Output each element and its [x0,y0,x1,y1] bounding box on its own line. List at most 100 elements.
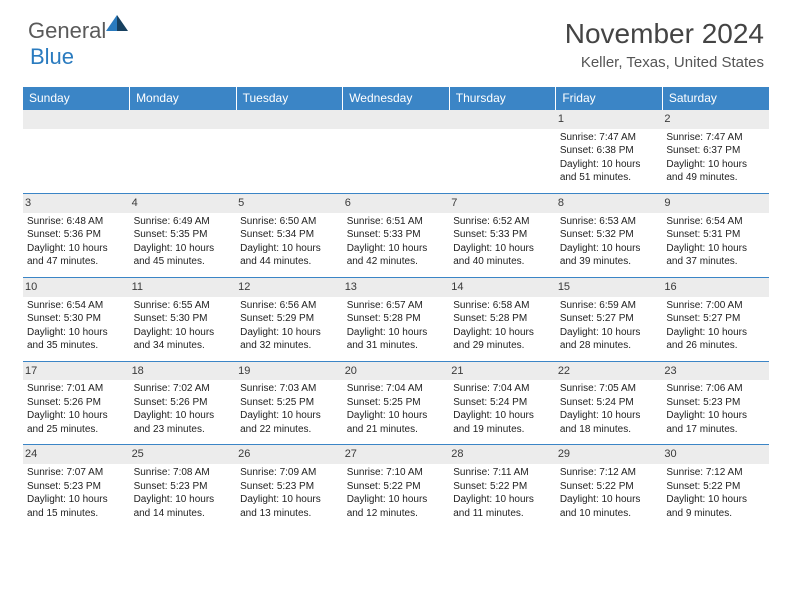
day-number: 20 [343,362,450,381]
day-details: Sunrise: 7:07 AMSunset: 5:23 PMDaylight:… [27,466,126,520]
day-details: Sunrise: 7:47 AMSunset: 6:37 PMDaylight:… [666,131,765,185]
day-details: Sunrise: 6:49 AMSunset: 5:35 PMDaylight:… [134,215,233,269]
day-details: Sunrise: 7:12 AMSunset: 5:22 PMDaylight:… [666,466,765,520]
calendar-day-cell: 5 Sunrise: 6:50 AMSunset: 5:34 PMDaylight… [236,193,343,277]
calendar-week-row: 17Sunrise: 7:01 AMSunset: 5:26 PMDayligh… [23,361,769,445]
calendar-day-cell: 21Sunrise: 7:04 AMSunset: 5:24 PMDayligh… [449,361,556,445]
day-number: 18 [130,362,237,381]
day-details: Sunrise: 6:56 AMSunset: 5:29 PMDaylight:… [240,299,339,353]
calendar-day-cell: 10Sunrise: 6:54 AMSunset: 5:30 PMDayligh… [23,277,130,361]
calendar-day-cell [343,110,450,194]
calendar-head: SundayMondayTuesdayWednesdayThursdayFrid… [23,87,769,110]
calendar-day-cell: 12Sunrise: 6:56 AMSunset: 5:29 PMDayligh… [236,277,343,361]
day-number: 30 [662,445,769,464]
calendar-body: 1 Sunrise: 7:47 AMSunset: 6:38 PMDaylight… [23,110,769,529]
logo-word-general: General [28,18,106,44]
calendar-day-cell: 6Sunrise: 6:51 AMSunset: 5:33 PMDaylight… [343,193,450,277]
day-details: Sunrise: 7:01 AMSunset: 5:26 PMDaylight:… [27,382,126,436]
day-number: 4 [130,194,237,213]
day-number: 11 [130,278,237,297]
day-number: 25 [130,445,237,464]
day-number: 29 [556,445,663,464]
day-details: Sunrise: 7:47 AMSunset: 6:38 PMDaylight:… [560,131,659,185]
weekday-header: Sunday [23,87,130,110]
calendar-day-cell [23,110,130,194]
logo-word-blue-wrap: Blue [30,44,74,70]
day-details: Sunrise: 6:52 AMSunset: 5:33 PMDaylight:… [453,215,552,269]
calendar-day-cell [449,110,556,194]
header: General November 2024 Keller, Texas, Uni… [0,0,792,79]
day-number: 27 [343,445,450,464]
weekday-row: SundayMondayTuesdayWednesdayThursdayFrid… [23,87,769,110]
day-number: 16 [662,278,769,297]
day-details: Sunrise: 7:04 AMSunset: 5:24 PMDaylight:… [453,382,552,436]
day-number-empty [343,110,450,129]
day-number: 14 [449,278,556,297]
day-details: Sunrise: 7:12 AMSunset: 5:22 PMDaylight:… [560,466,659,520]
calendar-day-cell: 4 Sunrise: 6:49 AMSunset: 5:35 PMDaylight… [130,193,237,277]
calendar-day-cell: 23Sunrise: 7:06 AMSunset: 5:23 PMDayligh… [662,361,769,445]
calendar-day-cell: 7Sunrise: 6:52 AMSunset: 5:33 PMDaylight… [449,193,556,277]
day-number-empty [130,110,237,129]
calendar-day-cell: 11 Sunrise: 6:55 AMSunset: 5:30 PMDayligh… [130,277,237,361]
day-number: 1 [556,110,663,129]
day-number: 8 [556,194,663,213]
calendar-week-row: 3 Sunrise: 6:48 AMSunset: 5:36 PMDaylight… [23,193,769,277]
day-details: Sunrise: 7:08 AMSunset: 5:23 PMDaylight:… [134,466,233,520]
calendar-day-cell: 15Sunrise: 6:59 AMSunset: 5:27 PMDayligh… [556,277,663,361]
day-details: Sunrise: 6:48 AMSunset: 5:36 PMDaylight:… [27,215,126,269]
calendar-day-cell: 25 Sunrise: 7:08 AMSunset: 5:23 PMDayligh… [130,445,237,528]
day-number: 9 [662,194,769,213]
calendar-day-cell: 14Sunrise: 6:58 AMSunset: 5:28 PMDayligh… [449,277,556,361]
day-number-empty [23,110,130,129]
day-details: Sunrise: 6:50 AMSunset: 5:34 PMDaylight:… [240,215,339,269]
logo-triangle-icon [106,15,128,36]
calendar-day-cell [130,110,237,194]
day-details: Sunrise: 7:06 AMSunset: 5:23 PMDaylight:… [666,382,765,436]
calendar-table: SundayMondayTuesdayWednesdayThursdayFrid… [23,87,769,528]
day-number-empty [449,110,556,129]
day-details: Sunrise: 7:00 AMSunset: 5:27 PMDaylight:… [666,299,765,353]
day-number: 2 [662,110,769,129]
weekday-header: Tuesday [236,87,343,110]
day-details: Sunrise: 6:54 AMSunset: 5:31 PMDaylight:… [666,215,765,269]
day-number: 17 [23,362,130,381]
calendar-day-cell: 9 Sunrise: 6:54 AMSunset: 5:31 PMDaylight… [662,193,769,277]
calendar-day-cell: 27 Sunrise: 7:10 AMSunset: 5:22 PMDayligh… [343,445,450,528]
weekday-header: Thursday [449,87,556,110]
weekday-header: Wednesday [343,87,450,110]
day-number: 28 [449,445,556,464]
day-details: Sunrise: 7:05 AMSunset: 5:24 PMDaylight:… [560,382,659,436]
day-number: 24 [23,445,130,464]
calendar-day-cell: 13Sunrise: 6:57 AMSunset: 5:28 PMDayligh… [343,277,450,361]
day-number: 21 [449,362,556,381]
calendar-day-cell: 1 Sunrise: 7:47 AMSunset: 6:38 PMDaylight… [556,110,663,194]
day-details: Sunrise: 7:11 AMSunset: 5:22 PMDaylight:… [453,466,552,520]
day-details: Sunrise: 7:10 AMSunset: 5:22 PMDaylight:… [347,466,446,520]
day-number: 10 [23,278,130,297]
day-number: 3 [23,194,130,213]
day-number: 19 [236,362,343,381]
day-number: 23 [662,362,769,381]
calendar-day-cell: 22Sunrise: 7:05 AMSunset: 5:24 PMDayligh… [556,361,663,445]
day-details: Sunrise: 6:55 AMSunset: 5:30 PMDaylight:… [134,299,233,353]
page-title: November 2024 [565,18,764,50]
calendar-day-cell: 24 Sunrise: 7:07 AMSunset: 5:23 PMDayligh… [23,445,130,528]
weekday-header: Saturday [662,87,769,110]
weekday-header: Friday [556,87,663,110]
calendar-day-cell: 17Sunrise: 7:01 AMSunset: 5:26 PMDayligh… [23,361,130,445]
calendar-day-cell [236,110,343,194]
calendar-day-cell: 3 Sunrise: 6:48 AMSunset: 5:36 PMDaylight… [23,193,130,277]
day-details: Sunrise: 7:03 AMSunset: 5:25 PMDaylight:… [240,382,339,436]
calendar-day-cell: 8Sunrise: 6:53 AMSunset: 5:32 PMDaylight… [556,193,663,277]
day-number: 5 [236,194,343,213]
calendar-day-cell: 2 Sunrise: 7:47 AMSunset: 6:37 PMDaylight… [662,110,769,194]
day-details: Sunrise: 7:09 AMSunset: 5:23 PMDaylight:… [240,466,339,520]
calendar-day-cell: 28 Sunrise: 7:11 AMSunset: 5:22 PMDayligh… [449,445,556,528]
location-subtitle: Keller, Texas, United States [565,54,764,71]
calendar-day-cell: 20Sunrise: 7:04 AMSunset: 5:25 PMDayligh… [343,361,450,445]
calendar-week-row: 24 Sunrise: 7:07 AMSunset: 5:23 PMDayligh… [23,445,769,528]
day-number-empty [236,110,343,129]
calendar-day-cell: 19Sunrise: 7:03 AMSunset: 5:25 PMDayligh… [236,361,343,445]
day-details: Sunrise: 7:04 AMSunset: 5:25 PMDaylight:… [347,382,446,436]
